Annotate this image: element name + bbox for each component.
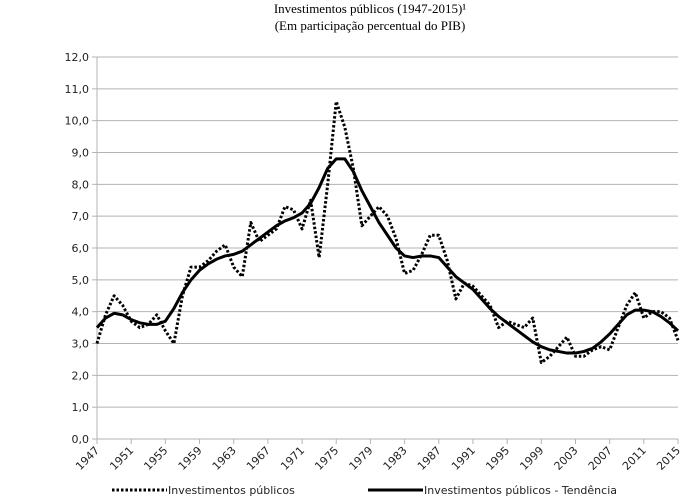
x-tick-label: 1975 [312, 444, 341, 473]
x-tick-label: 1947 [73, 444, 102, 473]
x-tick-label: 2003 [552, 444, 581, 473]
y-tick-label: 3,0 [72, 338, 90, 351]
y-tick-label: 4,0 [72, 306, 90, 319]
y-tick-label: 0,0 [72, 433, 90, 446]
x-tick-label: 1999 [517, 444, 546, 473]
y-tick-label: 12,0 [65, 51, 90, 64]
x-tick-label: 1983 [381, 444, 410, 473]
series-line [95, 157, 680, 355]
legend-label: Investimentos públicos - Tendência [424, 484, 617, 497]
x-tick-label: 1979 [347, 444, 376, 473]
x-tick-label: 2011 [620, 444, 649, 473]
chart-subtitle: (Em participação percentual do PIB) [275, 18, 466, 33]
y-tick-label: 1,0 [72, 401, 90, 414]
x-tick-label: 2015 [654, 444, 683, 473]
y-tick-label: 8,0 [72, 178, 90, 191]
y-tick-label: 11,0 [65, 83, 90, 96]
y-tick-label: 9,0 [72, 147, 90, 160]
x-tick-label: 1995 [483, 444, 512, 473]
x-tick-label: 1951 [107, 444, 136, 473]
x-tick-label: 1971 [278, 444, 307, 473]
y-tick-label: 6,0 [72, 242, 90, 255]
y-tick-label: 10,0 [65, 115, 90, 128]
series-line [95, 100, 680, 365]
y-tick-label: 2,0 [72, 369, 90, 382]
x-tick-label: 1963 [210, 444, 239, 473]
legend-label: Investimentos públicos [168, 484, 295, 497]
x-tick-label: 1967 [244, 444, 273, 473]
chart-title: Investimentos públicos (1947-2015)¹ [274, 1, 466, 16]
x-tick-label: 1987 [415, 444, 444, 473]
x-tick-label: 1955 [141, 444, 170, 473]
x-tick-label: 1991 [449, 444, 478, 473]
y-tick-label: 7,0 [72, 210, 90, 223]
x-tick-label: 2007 [586, 444, 615, 473]
x-tick-label: 1959 [176, 444, 205, 473]
y-tick-label: 5,0 [72, 274, 90, 287]
